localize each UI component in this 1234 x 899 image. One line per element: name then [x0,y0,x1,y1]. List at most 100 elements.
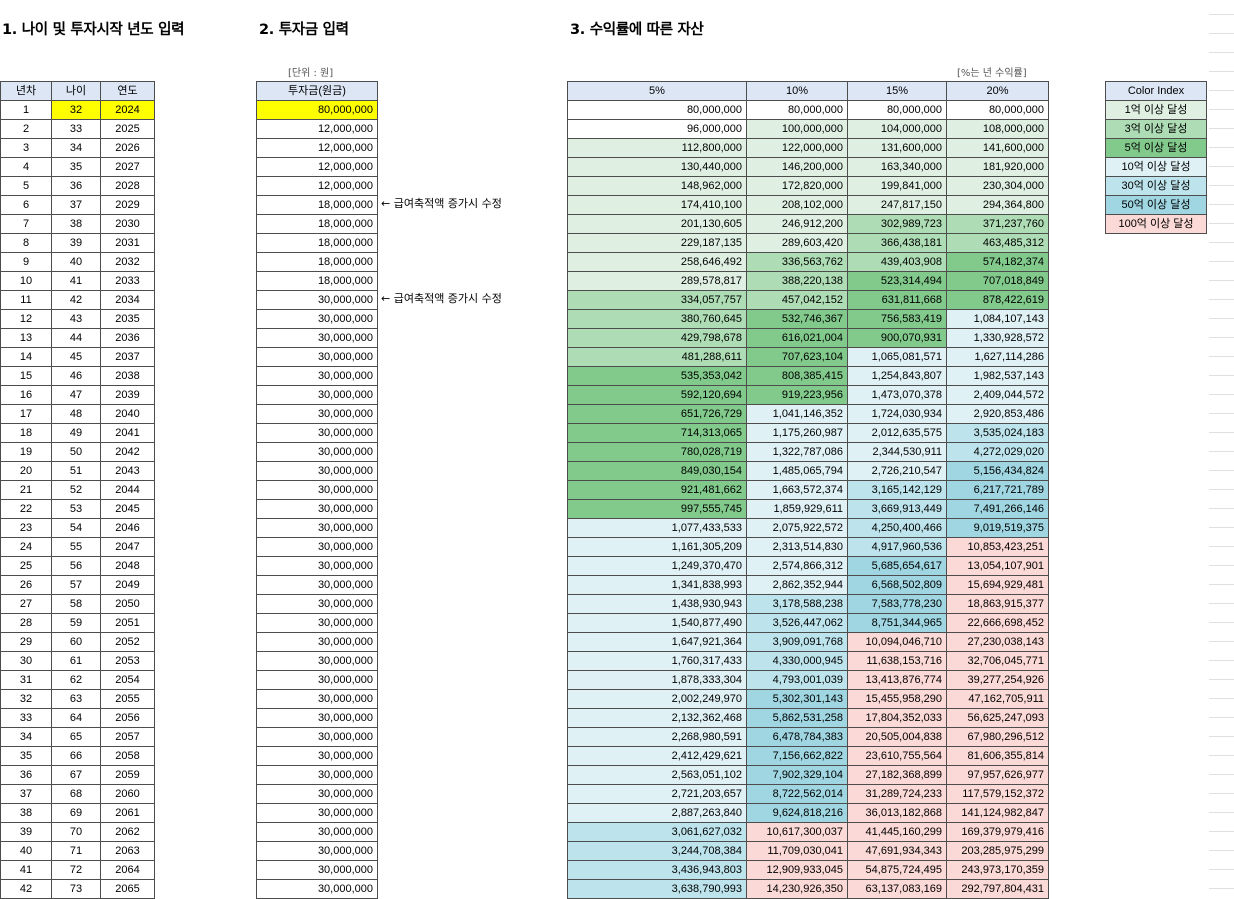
invest-cell[interactable]: 30,000,000 [256,347,378,367]
age-cell[interactable]: 2053 [100,651,155,671]
asset-cell[interactable]: 39,277,254,926 [946,670,1049,690]
age-cell[interactable]: 65 [51,727,101,747]
asset-cell[interactable]: 201,130,605 [567,214,747,234]
age-cell[interactable]: 2059 [100,765,155,785]
invest-cell[interactable]: 30,000,000 [256,290,378,310]
age-cell[interactable]: 32 [51,100,101,120]
age-cell[interactable]: 25 [0,556,52,576]
age-cell[interactable]: 34 [0,727,52,747]
asset-cell[interactable]: 13,054,107,901 [946,556,1049,576]
asset-cell[interactable]: 67,980,296,512 [946,727,1049,747]
age-cell[interactable]: 2035 [100,309,155,329]
invest-cell[interactable]: 30,000,000 [256,765,378,785]
asset-cell[interactable]: 80,000,000 [847,100,947,120]
asset-cell[interactable]: 20,505,004,838 [847,727,947,747]
age-cell[interactable]: 35 [0,746,52,766]
asset-cell[interactable]: 15,455,958,290 [847,689,947,709]
asset-cell[interactable]: 2,726,210,547 [847,461,947,481]
asset-cell[interactable]: 18,863,915,377 [946,594,1049,614]
age-cell[interactable]: 20 [0,461,52,481]
age-cell[interactable]: 41 [51,271,101,291]
asset-cell[interactable]: 388,220,138 [746,271,848,291]
invest-cell[interactable]: 30,000,000 [256,328,378,348]
asset-cell[interactable]: 3,178,588,238 [746,594,848,614]
age-cell[interactable]: 14 [0,347,52,367]
invest-cell[interactable]: 80,000,000 [256,100,378,120]
age-cell[interactable]: 36 [0,765,52,785]
age-cell[interactable]: 2062 [100,822,155,842]
invest-cell[interactable]: 30,000,000 [256,575,378,595]
invest-cell[interactable]: 18,000,000 [256,233,378,253]
asset-cell[interactable]: 457,042,152 [746,290,848,310]
asset-cell[interactable]: 117,579,152,372 [946,784,1049,804]
age-cell[interactable]: 2036 [100,328,155,348]
age-cell[interactable]: 47 [51,385,101,405]
age-cell[interactable]: 2 [0,119,52,139]
asset-cell[interactable]: 63,137,083,169 [847,879,947,899]
asset-cell[interactable]: 3,061,627,032 [567,822,747,842]
asset-cell[interactable]: 3,244,708,384 [567,841,747,861]
asset-cell[interactable]: 8,722,562,014 [746,784,848,804]
asset-cell[interactable]: 336,563,762 [746,252,848,272]
asset-cell[interactable]: 1,647,921,364 [567,632,747,652]
invest-cell[interactable]: 30,000,000 [256,746,378,766]
asset-cell[interactable]: 104,000,000 [847,119,947,139]
asset-cell[interactable]: 808,385,415 [746,366,848,386]
asset-cell[interactable]: 4,917,960,536 [847,537,947,557]
asset-cell[interactable]: 3,165,142,129 [847,480,947,500]
age-cell[interactable]: 2061 [100,803,155,823]
asset-cell[interactable]: 1,473,070,378 [847,385,947,405]
age-cell[interactable]: 64 [51,708,101,728]
invest-cell[interactable]: 30,000,000 [256,632,378,652]
asset-cell[interactable]: 2,563,051,102 [567,765,747,785]
age-cell[interactable]: 35 [51,157,101,177]
age-cell[interactable]: 6 [0,195,52,215]
age-cell[interactable]: 12 [0,309,52,329]
invest-cell[interactable]: 30,000,000 [256,860,378,880]
asset-cell[interactable]: 108,000,000 [946,119,1049,139]
asset-cell[interactable]: 1,249,370,470 [567,556,747,576]
asset-cell[interactable]: 208,102,000 [746,195,848,215]
asset-cell[interactable]: 4,793,001,039 [746,670,848,690]
asset-cell[interactable]: 47,162,705,911 [946,689,1049,709]
invest-cell[interactable]: 30,000,000 [256,499,378,519]
asset-cell[interactable]: 47,691,934,343 [847,841,947,861]
asset-cell[interactable]: 2,344,530,911 [847,442,947,462]
age-cell[interactable]: 2034 [100,290,155,310]
age-cell[interactable]: 2052 [100,632,155,652]
asset-cell[interactable]: 3,526,447,062 [746,613,848,633]
age-cell[interactable]: 2038 [100,366,155,386]
asset-cell[interactable]: 1,041,146,352 [746,404,848,424]
age-cell[interactable]: 2032 [100,252,155,272]
age-cell[interactable]: 34 [51,138,101,158]
asset-cell[interactable]: 7,583,778,230 [847,594,947,614]
asset-cell[interactable]: 574,182,374 [946,252,1049,272]
asset-cell[interactable]: 2,412,429,621 [567,746,747,766]
invest-cell[interactable]: 30,000,000 [256,613,378,633]
age-cell[interactable]: 2027 [100,157,155,177]
asset-cell[interactable]: 23,610,755,564 [847,746,947,766]
asset-cell[interactable]: 41,445,160,299 [847,822,947,842]
asset-cell[interactable]: 1,084,107,143 [946,309,1049,329]
asset-cell[interactable]: 294,364,800 [946,195,1049,215]
age-cell[interactable]: 28 [0,613,52,633]
invest-cell[interactable]: 12,000,000 [256,157,378,177]
asset-cell[interactable]: 1,663,572,374 [746,480,848,500]
age-cell[interactable]: 2051 [100,613,155,633]
asset-cell[interactable]: 707,623,104 [746,347,848,367]
asset-cell[interactable]: 163,340,000 [847,157,947,177]
asset-cell[interactable]: 2,313,514,830 [746,537,848,557]
age-cell[interactable]: 2060 [100,784,155,804]
age-cell[interactable]: 2050 [100,594,155,614]
asset-cell[interactable]: 334,057,757 [567,290,747,310]
invest-cell[interactable]: 30,000,000 [256,689,378,709]
age-cell[interactable]: 69 [51,803,101,823]
asset-cell[interactable]: 714,313,065 [567,423,747,443]
age-cell[interactable]: 53 [51,499,101,519]
asset-cell[interactable]: 651,726,729 [567,404,747,424]
age-cell[interactable]: 49 [51,423,101,443]
asset-cell[interactable]: 849,030,154 [567,461,747,481]
asset-cell[interactable]: 243,973,170,359 [946,860,1049,880]
asset-cell[interactable]: 631,811,668 [847,290,947,310]
asset-cell[interactable]: 6,568,502,809 [847,575,947,595]
